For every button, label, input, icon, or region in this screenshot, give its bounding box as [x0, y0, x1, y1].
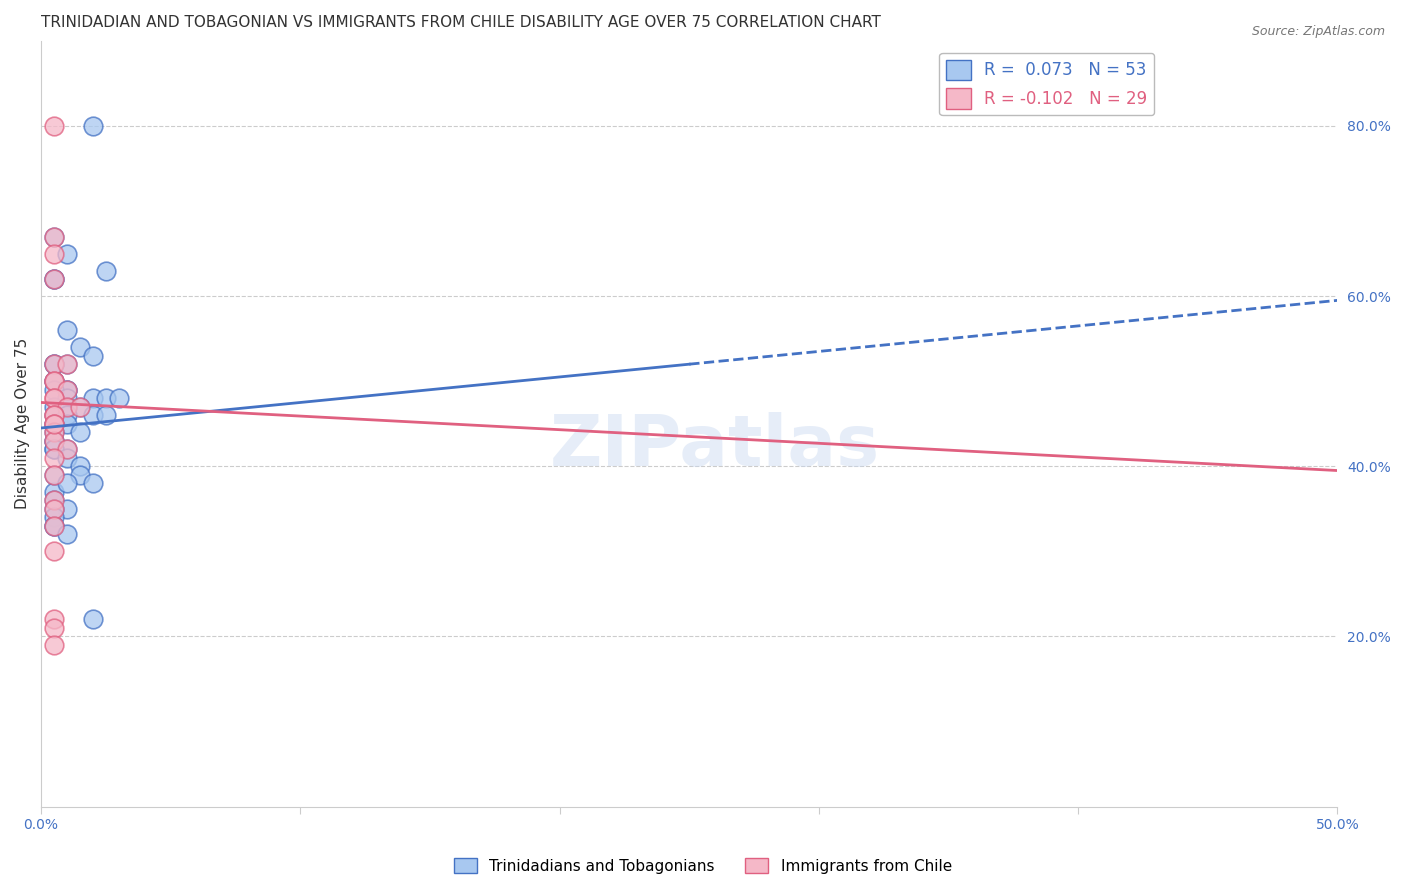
Point — [42, 425, 65, 440]
Point — [42, 450, 65, 465]
Point — [42, 501, 65, 516]
Legend: R =  0.073   N = 53, R = -0.102   N = 29: R = 0.073 N = 53, R = -0.102 N = 29 — [939, 53, 1154, 115]
Point — [69, 425, 91, 440]
Point — [42, 510, 65, 524]
Point — [69, 400, 91, 414]
Point — [56, 323, 79, 337]
Point — [42, 493, 65, 508]
Point — [42, 519, 65, 533]
Point — [42, 417, 65, 431]
Point — [42, 434, 65, 448]
Point — [94, 263, 117, 277]
Point — [69, 467, 91, 482]
Point — [42, 467, 65, 482]
Point — [42, 357, 65, 371]
Text: Source: ZipAtlas.com: Source: ZipAtlas.com — [1251, 25, 1385, 38]
Point — [42, 119, 65, 133]
Point — [82, 391, 104, 405]
Point — [56, 442, 79, 457]
Point — [42, 417, 65, 431]
Point — [42, 229, 65, 244]
Point — [56, 391, 79, 405]
Point — [42, 434, 65, 448]
Point — [42, 357, 65, 371]
Point — [42, 409, 65, 423]
Point — [42, 272, 65, 286]
Point — [56, 383, 79, 397]
Point — [56, 400, 79, 414]
Legend: Trinidadians and Tobagonians, Immigrants from Chile: Trinidadians and Tobagonians, Immigrants… — [449, 852, 957, 880]
Point — [56, 417, 79, 431]
Point — [42, 229, 65, 244]
Point — [56, 450, 79, 465]
Point — [42, 621, 65, 635]
Point — [56, 409, 79, 423]
Point — [42, 374, 65, 388]
Point — [56, 476, 79, 491]
Text: TRINIDADIAN AND TOBAGONIAN VS IMMIGRANTS FROM CHILE DISABILITY AGE OVER 75 CORRE: TRINIDADIAN AND TOBAGONIAN VS IMMIGRANTS… — [41, 15, 882, 30]
Point — [56, 246, 79, 260]
Point — [94, 391, 117, 405]
Point — [42, 519, 65, 533]
Point — [42, 374, 65, 388]
Point — [56, 400, 79, 414]
Point — [82, 612, 104, 626]
Point — [42, 272, 65, 286]
Point — [82, 409, 104, 423]
Point — [82, 119, 104, 133]
Point — [42, 417, 65, 431]
Point — [108, 391, 131, 405]
Point — [42, 467, 65, 482]
Point — [42, 501, 65, 516]
Point — [69, 340, 91, 354]
Point — [42, 638, 65, 652]
Point — [56, 527, 79, 541]
Point — [42, 391, 65, 405]
Point — [42, 442, 65, 457]
Point — [42, 374, 65, 388]
Point — [82, 476, 104, 491]
Point — [42, 519, 65, 533]
Point — [42, 612, 65, 626]
Point — [69, 400, 91, 414]
Point — [42, 391, 65, 405]
Point — [42, 484, 65, 499]
Point — [56, 501, 79, 516]
Point — [82, 349, 104, 363]
Point — [42, 493, 65, 508]
Point — [42, 434, 65, 448]
Point — [56, 442, 79, 457]
Point — [42, 544, 65, 558]
Point — [56, 383, 79, 397]
Point — [42, 272, 65, 286]
Text: ZIPatlas: ZIPatlas — [550, 412, 880, 481]
Point — [42, 442, 65, 457]
Point — [94, 409, 117, 423]
Point — [56, 383, 79, 397]
Point — [69, 459, 91, 474]
Point — [42, 425, 65, 440]
Point — [42, 417, 65, 431]
Point — [42, 400, 65, 414]
Point — [56, 357, 79, 371]
Point — [56, 357, 79, 371]
Point — [42, 409, 65, 423]
Point — [42, 383, 65, 397]
Point — [42, 246, 65, 260]
Point — [42, 374, 65, 388]
Point — [42, 409, 65, 423]
Y-axis label: Disability Age Over 75: Disability Age Over 75 — [15, 338, 30, 509]
Point — [42, 357, 65, 371]
